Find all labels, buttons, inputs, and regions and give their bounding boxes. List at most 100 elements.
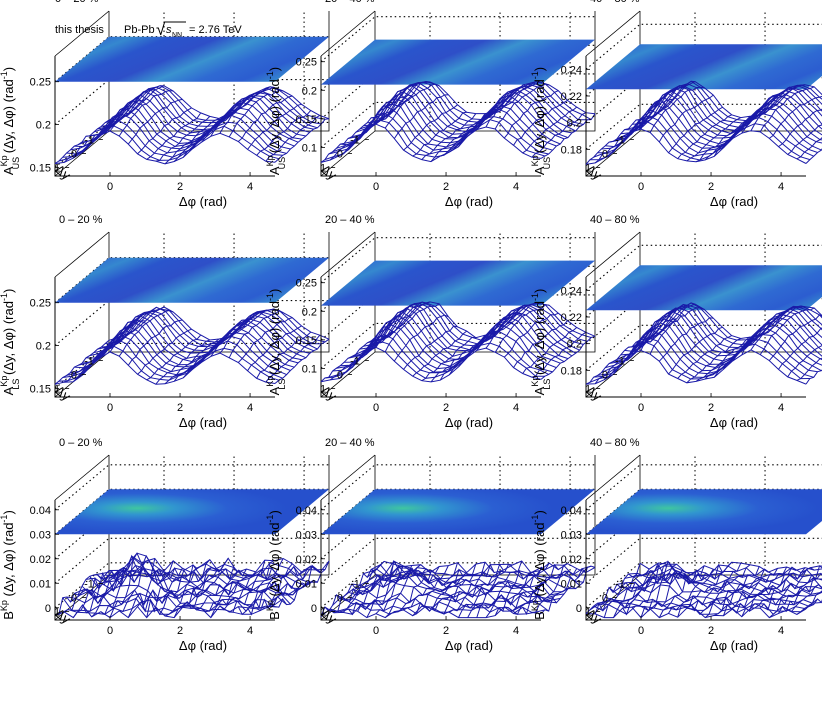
z-tick-label: 0.24 xyxy=(561,64,582,76)
mesh-line-dy-11 xyxy=(155,116,211,162)
mesh-line-dy-12 xyxy=(695,336,751,382)
mesh-line-dy-6 xyxy=(109,85,165,132)
z-gridline-1 xyxy=(54,300,329,347)
z-tick-label: 0.2 xyxy=(302,306,317,318)
z-title-exponent: -1 xyxy=(0,293,9,301)
x-tick-label: 0 xyxy=(107,181,113,193)
mesh-line-dy-3 xyxy=(348,324,403,370)
z-tick-label: 0.2 xyxy=(36,341,51,353)
surface-mesh xyxy=(54,85,330,165)
mesh-line-dy-22 xyxy=(787,583,822,613)
mesh-line-dy-2 xyxy=(339,109,394,157)
mesh-line-dy-5 xyxy=(100,311,155,358)
mesh-line-dy-9 xyxy=(403,325,458,370)
z-title-symbol: B xyxy=(1,611,16,620)
mesh-line-dy-19 xyxy=(759,86,815,133)
mesh-line-dphi-3 xyxy=(628,85,822,130)
mesh-line-dy-16 xyxy=(201,317,256,363)
mesh-line-dy-8 xyxy=(127,98,183,145)
x-tick-label: 2 xyxy=(708,181,714,193)
mesh-line-dy-8 xyxy=(127,566,183,618)
centrality-label: 20 – 40 % xyxy=(325,437,375,449)
mesh-line-dy-23 xyxy=(531,567,587,613)
z-gridline-4 xyxy=(585,464,822,511)
x-tick-label: 0 xyxy=(373,625,379,637)
mesh-line-dy-6 xyxy=(640,302,696,351)
mesh-line-dy-10 xyxy=(677,335,732,379)
z-tick-label: 0 xyxy=(311,603,317,615)
mesh-line-dy-11 xyxy=(421,563,477,612)
z-title-subscript: LS xyxy=(11,379,21,390)
z-gridline-0 xyxy=(585,103,822,150)
axis-frame-top-left xyxy=(585,454,641,501)
mesh-line-dy-23 xyxy=(531,112,587,158)
z-tick-label: 0.03 xyxy=(296,529,317,541)
mesh-line-dy-14 xyxy=(714,568,769,616)
mesh-line-dy-21 xyxy=(247,325,302,372)
z-title-function: (Δy, Δφ) (rad xyxy=(1,523,16,601)
projection-colormap xyxy=(321,260,595,306)
z-title-close: ) xyxy=(1,67,16,71)
mesh-line-dy-4 xyxy=(622,318,677,364)
z-title-subscript: US xyxy=(542,157,552,170)
z-title-symbol: A xyxy=(267,386,282,395)
mesh-line-dphi-1 xyxy=(371,302,592,342)
z-axis-title: AKp US (Δy, Δφ) (rad-1) xyxy=(530,67,552,175)
mesh-line-dy-1 xyxy=(63,115,119,163)
mesh-line-dy-1 xyxy=(329,336,385,381)
z-title-subscript: US xyxy=(277,157,287,170)
mesh-line-dy-21 xyxy=(247,103,302,150)
z-title-superscript: Kp xyxy=(0,600,9,611)
mesh-line-dy-21 xyxy=(513,99,568,146)
x-axis-title: Δφ (rad) xyxy=(179,415,227,430)
mesh-line-dy-15 xyxy=(458,321,513,368)
mesh-line-dy-2 xyxy=(338,331,394,379)
mesh-line-dy-24 xyxy=(805,369,822,385)
mesh-line-dy-24 xyxy=(274,118,330,163)
mesh-line-dy-6 xyxy=(375,301,431,348)
x-tick-label: 0 xyxy=(373,402,379,414)
mesh-line-dy-9 xyxy=(137,107,192,155)
mesh-line-dy-7 xyxy=(118,90,174,137)
z-title-exponent: -1 xyxy=(530,293,540,301)
mesh-line-dy-7 xyxy=(649,307,705,355)
mesh-line-dy-1 xyxy=(594,337,650,384)
mesh-line-dy-6 xyxy=(375,565,431,615)
mesh-line-dy-16 xyxy=(732,566,788,614)
mesh-line-dy-18 xyxy=(750,305,806,351)
mesh-line-dy-4 xyxy=(357,94,412,140)
surface-mesh xyxy=(585,560,822,619)
y-tick-label: -1 xyxy=(350,578,360,590)
mesh-line-dy-21 xyxy=(778,572,822,614)
z-tick-label: 0.18 xyxy=(561,365,582,377)
x-tick-label: 4 xyxy=(247,402,253,414)
z-axis-title: AKp US (Δy, Δφ) (rad-1) xyxy=(0,67,21,175)
z-title-exponent: -1 xyxy=(530,515,540,523)
surface-mesh xyxy=(54,306,330,385)
mesh-line-dy-3 xyxy=(613,325,668,375)
mesh-line-dy-20 xyxy=(503,312,559,358)
z-title-function: (Δy, Δφ) (rad xyxy=(1,79,16,157)
mesh-line-dy-16 xyxy=(467,89,522,137)
x-tick-label: 2 xyxy=(443,625,449,637)
y-tick-label: 0 xyxy=(71,370,77,382)
sqrt-symbol: √ xyxy=(156,20,166,39)
z-tick-label: 0.2 xyxy=(567,339,582,351)
x-tick-label: 0 xyxy=(107,625,113,637)
y-tick-label: -1 xyxy=(615,578,625,590)
z-gridline-3 xyxy=(585,23,822,70)
x-tick-label: 2 xyxy=(708,625,714,637)
mesh-line-dy-20 xyxy=(503,90,559,139)
z-title-close: ) xyxy=(1,510,16,514)
z-tick-label: 0.18 xyxy=(561,144,582,156)
mesh-line-dy-11 xyxy=(421,336,476,382)
z-axis-title: AKp LS (Δy, Δφ) (rad-1) xyxy=(530,289,552,396)
mesh-line-dy-18 xyxy=(485,302,541,349)
mesh-line-dy-14 xyxy=(449,106,504,153)
centrality-label: 0 – 20 % xyxy=(55,0,99,5)
y-tick-label: 1 xyxy=(585,607,591,619)
mesh-line-dy-17 xyxy=(210,90,265,137)
centrality-label: 40 – 80 % xyxy=(590,437,640,449)
